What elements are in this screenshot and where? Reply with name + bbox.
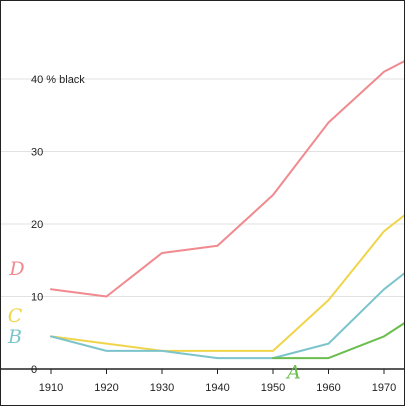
series-label-b: B <box>7 326 22 348</box>
series-layer <box>50 60 404 360</box>
y-tick-label-0: 0 <box>31 364 37 376</box>
x-tick-label-1910: 1910 <box>39 382 63 394</box>
grid-layer <box>1 78 404 297</box>
x-tick-label-1950: 1950 <box>261 382 285 394</box>
y-tick-label-40: 40 % black <box>31 74 85 86</box>
series-label-d: D <box>8 258 24 280</box>
x-axis <box>1 368 404 374</box>
x-tick-label-1940: 1940 <box>205 382 229 394</box>
x-tick-label-1960: 1960 <box>316 382 340 394</box>
y-tick-labels: 0 10 20 30 40 % black <box>31 74 85 376</box>
y-tick-label-30: 30 <box>31 147 43 159</box>
series-label-c: C <box>8 305 23 327</box>
series-label-a: A <box>285 361 301 383</box>
series-line-d <box>50 60 404 298</box>
x-tick-label-1970: 1970 <box>372 382 396 394</box>
x-tick-label-1920: 1920 <box>94 382 118 394</box>
x-tick-label-1930: 1930 <box>150 382 174 394</box>
series-line-c <box>50 214 404 352</box>
series-labels: D CB A <box>7 258 301 384</box>
series-line-b <box>50 272 404 360</box>
y-tick-label-10: 10 <box>31 292 43 304</box>
x-tick-labels: 1910 1920 1930 1940 1950 1960 1970 <box>39 382 396 394</box>
y-tick-label-20: 20 <box>31 219 43 231</box>
series-line-a <box>272 322 404 360</box>
